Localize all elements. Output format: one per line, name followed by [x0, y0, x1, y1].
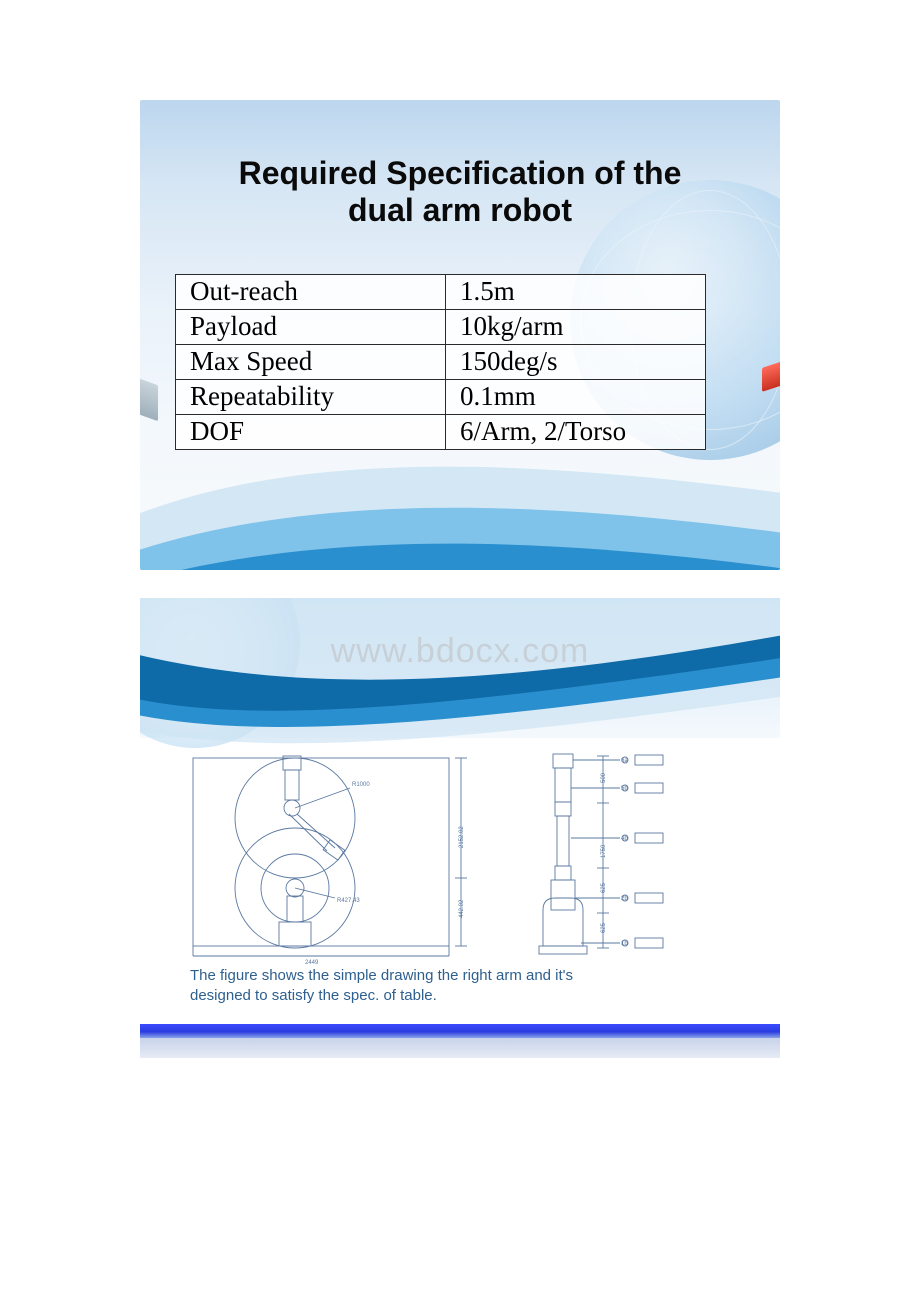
table-row: Max Speed 150deg/s [176, 344, 706, 379]
caption-line2: designed to satisfy the spec. of table. [190, 986, 573, 1006]
spec-value: 10kg/arm [446, 309, 706, 344]
caption-line1: The figure shows the simple drawing the … [190, 966, 573, 986]
spec-value: 0.1mm [446, 379, 706, 414]
slide-title: Required Specification of the dual arm r… [140, 100, 780, 229]
spec-value: 150deg/s [446, 344, 706, 379]
joint-callout: 2b [621, 896, 628, 902]
drawings-row: 2449 2152.02 442.02 R427.43 R1000 [185, 748, 755, 978]
page: Required Specification of the dual arm r… [0, 0, 920, 1258]
slide-title-line2: dual arm robot [140, 192, 780, 229]
table-row: Out-reach 1.5m [176, 274, 706, 309]
table-row: DOF 6/Arm, 2/Torso [176, 414, 706, 449]
watermark-text: www.bdocx.com [140, 632, 780, 671]
spec-table: Out-reach 1.5m Payload 10kg/arm Max Spee… [175, 274, 706, 450]
dim-seg-mid: 625 [601, 882, 607, 893]
spec-value: 1.5m [446, 274, 706, 309]
bottom-fade [140, 1038, 780, 1058]
dim-total-h: 1750 [601, 844, 607, 858]
spec-param: Max Speed [176, 344, 446, 379]
spec-param: Out-reach [176, 274, 446, 309]
table-row: Repeatability 0.1mm [176, 379, 706, 414]
joint-callout: 5b [621, 786, 628, 792]
slide-title-line1: Required Specification of the [140, 155, 780, 192]
dim-upper-radius: R1000 [352, 782, 370, 788]
spec-value: 6/Arm, 2/Torso [446, 414, 706, 449]
table-row: Payload 10kg/arm [176, 309, 706, 344]
dim-seg-base: 625 [601, 922, 607, 933]
joint-callout: 4b [621, 836, 628, 842]
dim-height: 2152.02 [459, 826, 465, 848]
dim-radius: R427.43 [337, 898, 360, 904]
joint-callout: 6a [621, 758, 628, 764]
dim-seg-upper: 500 [601, 772, 607, 783]
slide-spec: Required Specification of the dual arm r… [140, 100, 780, 570]
dim-lower: 442.02 [459, 899, 465, 918]
figure-caption: The figure shows the simple drawing the … [190, 966, 573, 1007]
robot-side-view: 1750 500 625 625 6a 5b 4b 2b 1b [525, 748, 685, 968]
joint-callout: 1b [621, 941, 628, 947]
spec-param: Repeatability [176, 379, 446, 414]
swoosh-graphic [140, 430, 780, 570]
slide-drawing: www.bdocx.com [140, 598, 780, 1058]
bottom-bar [140, 1024, 780, 1038]
spec-param: DOF [176, 414, 446, 449]
spec-param: Payload [176, 309, 446, 344]
robot-front-view: 2449 2152.02 442.02 R427.43 R1000 [185, 748, 475, 968]
left-decoration [140, 371, 158, 422]
